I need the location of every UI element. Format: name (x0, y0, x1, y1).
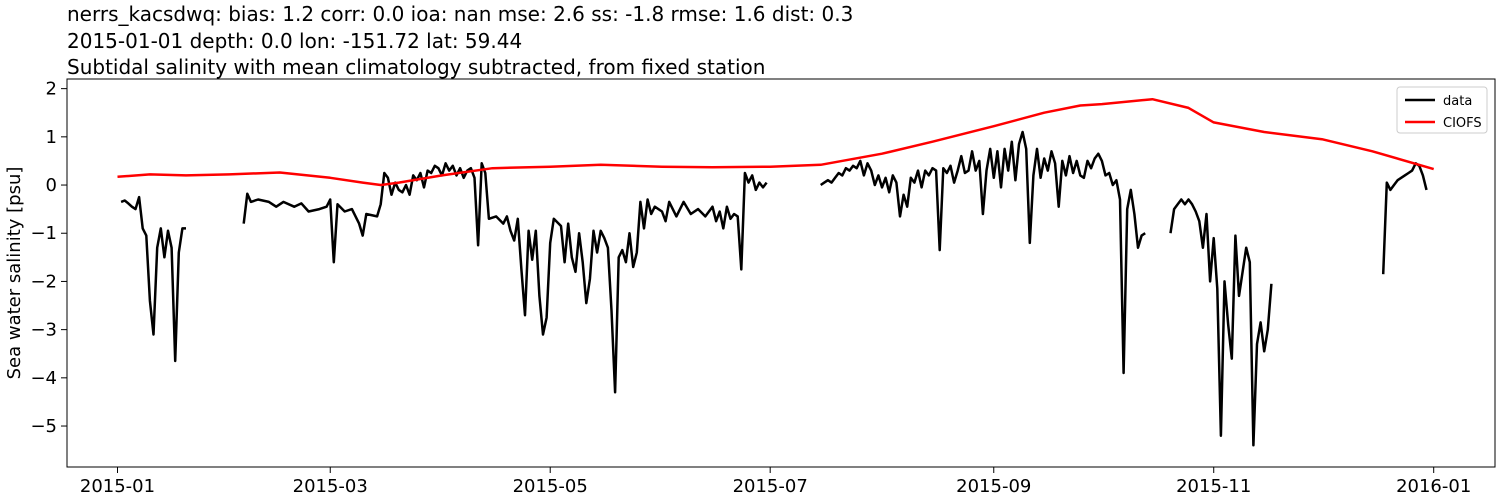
series-layer (117, 97, 1435, 447)
axes-layer: 2015-01 2015-03 2015-05 2015-07 2015-09 2015-… (30, 79, 1471, 497)
y-tick-label: 2 (46, 79, 57, 100)
y-tick-label: −2 (30, 271, 57, 292)
chart-title-stats: nerrs_kacsdwq: bias: 1.2 corr: 0.0 ioa: … (67, 2, 854, 26)
x-tick-label: 2015-09 (956, 476, 1031, 497)
y-axis-label: Sea water salinity [psu] (4, 167, 25, 380)
legend: data CIOFS (1396, 86, 1488, 134)
y-tick-label: −5 (30, 416, 57, 437)
x-tick-label: 2015-05 (513, 476, 588, 497)
series-line-data-segment-3 (1169, 198, 1273, 447)
chart-title-description: Subtidal salinity with mean climatology … (67, 55, 766, 79)
y-tick-label: 0 (46, 175, 57, 196)
x-tick-label: 2016-01 (1396, 476, 1471, 497)
x-tick-label: 2015-01 (80, 476, 155, 497)
series-line-data-segment-1 (242, 162, 768, 394)
x-tick-label: 2015-03 (293, 476, 368, 497)
series-line-data-segment-4 (1381, 162, 1428, 275)
series-line-data-segment-2 (820, 130, 1146, 375)
y-tick-label: −3 (30, 320, 57, 341)
series-line-ciofs-segment-0 (117, 97, 1435, 187)
y-tick-label: −1 (30, 223, 57, 244)
chart-title-location: 2015-01-01 depth: 0.0 lon: -151.72 lat: … (67, 29, 523, 53)
legend-label-data: data (1443, 94, 1472, 109)
plot-frame (66, 78, 1496, 468)
series-line-data-segment-0 (120, 195, 186, 363)
y-tick-label: 1 (46, 127, 57, 148)
legend-label-ciofs: CIOFS (1443, 116, 1482, 131)
x-tick-label: 2015-11 (1176, 476, 1251, 497)
x-tick-label: 2015-07 (733, 476, 808, 497)
y-tick-label: −4 (30, 368, 57, 389)
